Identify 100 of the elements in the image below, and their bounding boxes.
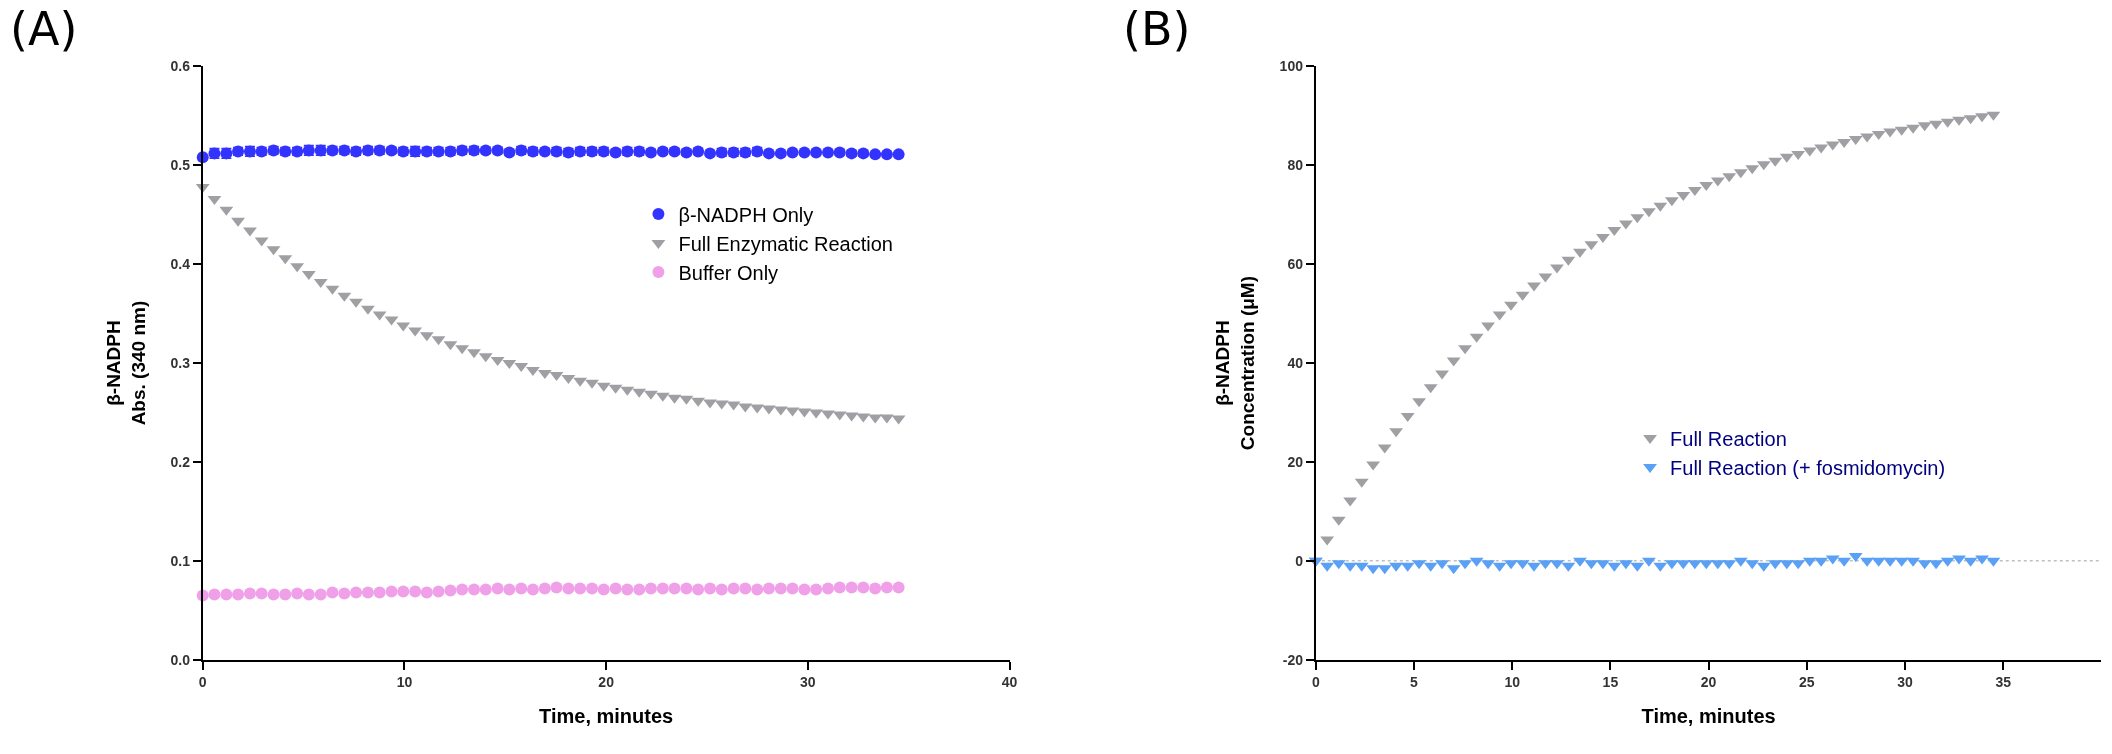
point bbox=[562, 582, 575, 595]
point bbox=[1550, 264, 1564, 274]
point bbox=[1952, 555, 1966, 565]
point bbox=[727, 582, 740, 595]
point bbox=[491, 582, 504, 595]
point bbox=[1481, 322, 1495, 332]
point bbox=[1504, 560, 1518, 570]
point bbox=[526, 583, 539, 596]
x-axis-title: Time, minutes bbox=[1641, 704, 1776, 727]
point bbox=[892, 148, 905, 161]
point bbox=[880, 581, 893, 594]
point bbox=[326, 586, 339, 599]
point bbox=[586, 582, 599, 595]
point bbox=[526, 366, 540, 376]
point bbox=[1550, 560, 1564, 570]
point bbox=[1975, 555, 1989, 565]
point bbox=[751, 583, 764, 596]
legend-label: Full Reaction (+ fosmidomycin) bbox=[1670, 456, 1946, 479]
point bbox=[833, 581, 846, 594]
y-tick-label: 20 bbox=[1287, 453, 1304, 470]
point bbox=[1596, 233, 1610, 243]
point bbox=[515, 582, 528, 595]
y-tick-label: -20 bbox=[1282, 651, 1304, 668]
point bbox=[892, 581, 905, 594]
legend-label: Full Enzymatic Reaction bbox=[678, 232, 893, 255]
point bbox=[692, 583, 705, 596]
point bbox=[762, 582, 775, 595]
legend-label: Buffer Only bbox=[678, 261, 779, 284]
point bbox=[857, 581, 870, 594]
chart-title: (A) bbox=[10, 2, 78, 56]
x-axis-title: Time, minutes bbox=[539, 704, 674, 727]
point bbox=[550, 581, 563, 594]
x-tick-label: 0 bbox=[198, 673, 207, 690]
point bbox=[279, 588, 292, 601]
point bbox=[786, 582, 799, 595]
x-tick-label: 10 bbox=[396, 673, 413, 690]
y-tick-label: 0.0 bbox=[170, 651, 191, 668]
point bbox=[739, 582, 752, 595]
y-tick-label: 0.4 bbox=[170, 256, 191, 273]
point bbox=[704, 582, 717, 595]
point bbox=[798, 583, 811, 596]
y-tick-label: 0.5 bbox=[170, 157, 191, 174]
y-tick-label: 80 bbox=[1287, 157, 1304, 174]
point bbox=[409, 585, 422, 598]
point bbox=[231, 217, 245, 227]
point bbox=[1573, 248, 1587, 258]
point bbox=[538, 582, 551, 595]
point bbox=[680, 582, 693, 595]
point bbox=[810, 146, 823, 159]
point bbox=[597, 583, 610, 596]
point bbox=[349, 298, 363, 308]
point bbox=[444, 584, 457, 597]
y-tick-label: 0.1 bbox=[170, 552, 191, 569]
point bbox=[338, 587, 351, 600]
x-tick-label: 15 bbox=[1602, 673, 1619, 690]
point bbox=[1481, 560, 1495, 570]
point bbox=[774, 582, 787, 595]
x-tick-label: 10 bbox=[1504, 673, 1521, 690]
point bbox=[668, 582, 681, 595]
y-tick-label: 60 bbox=[1287, 256, 1304, 273]
point bbox=[1458, 560, 1472, 570]
y-axis-title: β-NADPH Concentration (μM) bbox=[1212, 275, 1258, 451]
y-axis-title: β-NADPH Abs. (340 nm) bbox=[103, 300, 149, 426]
point bbox=[385, 585, 398, 598]
x-tick-label: 30 bbox=[1897, 673, 1914, 690]
point bbox=[633, 583, 646, 596]
point bbox=[1929, 560, 1943, 570]
point bbox=[291, 587, 304, 600]
point bbox=[821, 410, 835, 420]
point bbox=[220, 588, 233, 601]
y-tick-label: 100 bbox=[1279, 58, 1304, 75]
y-tick-label: 0.6 bbox=[170, 58, 191, 75]
point bbox=[822, 582, 835, 595]
point bbox=[255, 587, 268, 600]
x-tick-label: 0 bbox=[1311, 673, 1320, 690]
point bbox=[243, 587, 256, 600]
point bbox=[467, 349, 481, 359]
chart-title: (B) bbox=[1123, 2, 1191, 56]
x-tick-label: 20 bbox=[1700, 673, 1717, 690]
point bbox=[774, 147, 787, 160]
point bbox=[397, 585, 410, 598]
legend-label: Full Reaction bbox=[1670, 427, 1787, 450]
point bbox=[609, 582, 622, 595]
y-tick-label: 0 bbox=[1295, 552, 1304, 569]
point bbox=[361, 305, 375, 315]
y-tick-label: 0.3 bbox=[170, 354, 191, 371]
x-tick-label: 20 bbox=[598, 673, 615, 690]
point bbox=[1458, 345, 1472, 355]
point bbox=[432, 585, 445, 598]
point bbox=[1527, 562, 1541, 572]
point bbox=[656, 582, 669, 595]
x-tick-label: 5 bbox=[1410, 673, 1419, 690]
point bbox=[1952, 116, 1966, 126]
point bbox=[208, 588, 221, 601]
point bbox=[350, 586, 363, 599]
point bbox=[232, 588, 245, 601]
point bbox=[810, 583, 823, 596]
point bbox=[420, 586, 433, 599]
legend-label: β-NADPH Only bbox=[678, 203, 814, 226]
point bbox=[1929, 120, 1943, 130]
